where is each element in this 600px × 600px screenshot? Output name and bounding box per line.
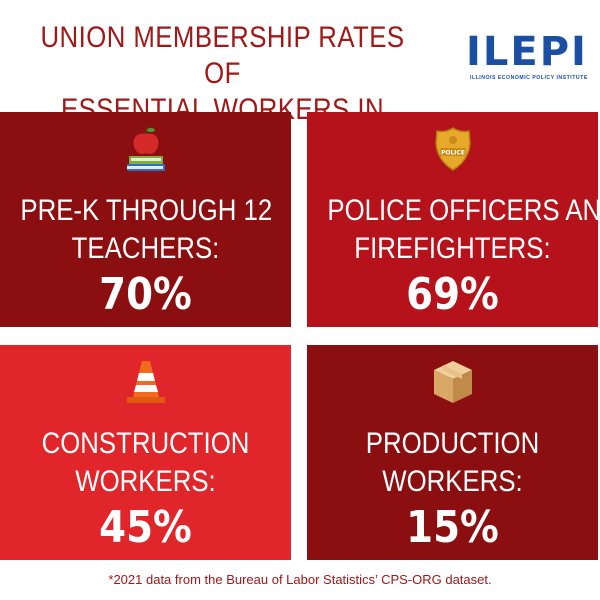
footnote: *2021 data from the Bureau of Labor Stat… (108, 572, 492, 587)
police-badge-icon: POLICE (434, 127, 471, 171)
logo-wordmark: ILEPI (466, 29, 588, 75)
tile-construction-label-2: WORKERS: (75, 465, 216, 498)
tile-construction-label-1: CONSTRUCTION (41, 427, 250, 460)
tile-teachers-value: 70% (99, 269, 192, 320)
svg-text:POLICE: POLICE (440, 150, 464, 157)
title-line-1: UNION MEMBERSHIP RATES OF (40, 21, 405, 90)
tile-production: PRODUCTION WORKERS: 15% (307, 345, 598, 560)
cardboard-box-icon (433, 361, 472, 403)
tile-construction: CONSTRUCTION WORKERS: 45% (0, 345, 291, 560)
tile-production-label-2: WORKERS: (382, 465, 523, 498)
tile-construction-value: 45% (99, 502, 192, 553)
tile-teachers: PRE-K THROUGH 12 TEACHERS: 70% (0, 112, 291, 327)
tile-teachers-label-2: TEACHERS: (71, 232, 220, 265)
traffic-cone-icon (126, 361, 165, 403)
tile-police-value: 69% (406, 269, 499, 320)
ilepi-logo: ILEPI ILLINOIS ECONOMIC POLICY INSTITUTE (466, 32, 592, 82)
tile-production-label-1: PRODUCTION (365, 427, 540, 460)
tile-production-value: 15% (406, 502, 499, 553)
tile-police-label-1: POLICE OFFICERS AND (327, 194, 600, 227)
tile-police-label-2: FIREFIGHTERS: (354, 232, 551, 265)
logo-subtitle: ILLINOIS ECONOMIC POLICY INSTITUTE (470, 75, 588, 81)
tile-police-firefighters: POLICE POLICE OFFICERS AND FIREFIGHTERS:… (307, 112, 600, 327)
apple-books-icon (126, 126, 165, 171)
tile-teachers-label-1: PRE-K THROUGH 12 (20, 194, 273, 227)
